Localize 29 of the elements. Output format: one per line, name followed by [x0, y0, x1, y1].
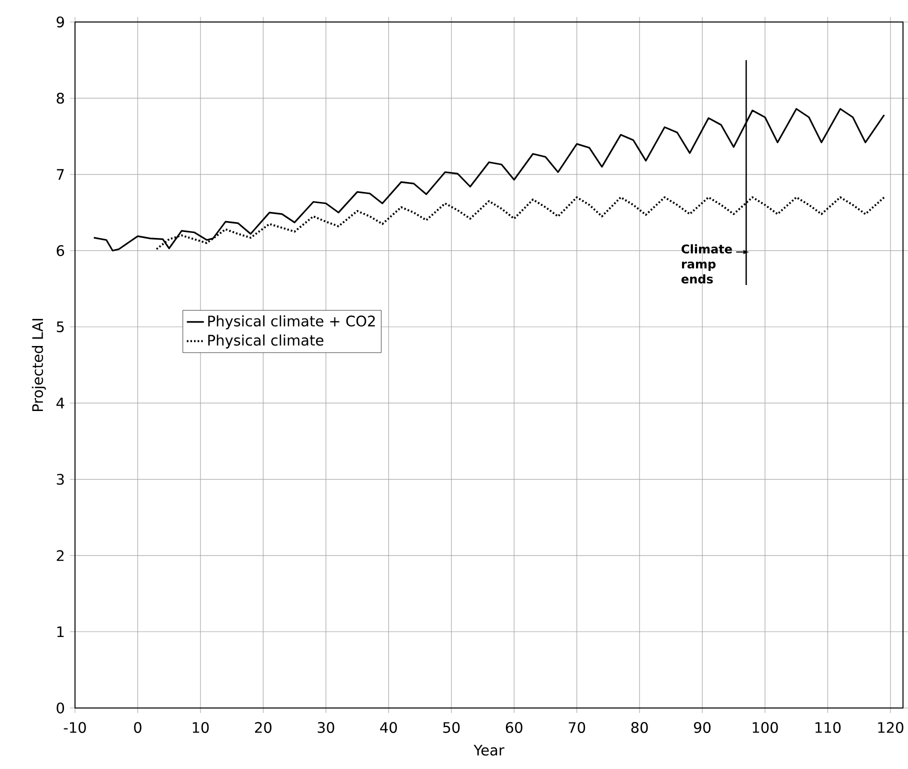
ref-line-label: Climate ramp ends: [682, 244, 732, 284]
x-tick-label: 20: [255, 722, 272, 733]
x-tick-label: -10: [64, 722, 86, 733]
y-tick-label: 8: [56, 92, 64, 104]
x-tick-label: 40: [380, 722, 397, 733]
y-tick-label: 0: [56, 702, 64, 714]
x-tick-label: 50: [443, 722, 460, 733]
y-tick-label: 1: [57, 626, 64, 638]
x-tick-label: 90: [694, 722, 711, 733]
x-tick-label: 110: [815, 722, 841, 733]
y-tick-label: 3: [56, 474, 64, 485]
y-tick-label: 7: [56, 169, 64, 180]
x-tick-label: 100: [752, 722, 778, 733]
y-tick-label: 9: [56, 16, 64, 28]
y-tick-label: 4: [56, 398, 64, 408]
x-axis-title: Year: [474, 744, 504, 756]
x-tick-label: 30: [318, 722, 334, 733]
x-tick-label: 0: [134, 722, 142, 733]
x-tick-label: 120: [878, 722, 904, 733]
x-tick-label: 10: [192, 722, 209, 733]
y-tick-label: 2: [56, 550, 64, 561]
x-tick-label: 80: [631, 722, 648, 733]
legend-label: Physical climate: [208, 334, 324, 349]
legend-label: Physical climate + CO2: [208, 315, 375, 330]
x-tick-label: 60: [506, 722, 522, 733]
y-axis-title: Projected LAI: [32, 318, 46, 412]
x-tick-label: 70: [568, 722, 586, 733]
y-tick-label: 6: [56, 245, 64, 256]
y-tick-label: 5: [56, 321, 64, 332]
